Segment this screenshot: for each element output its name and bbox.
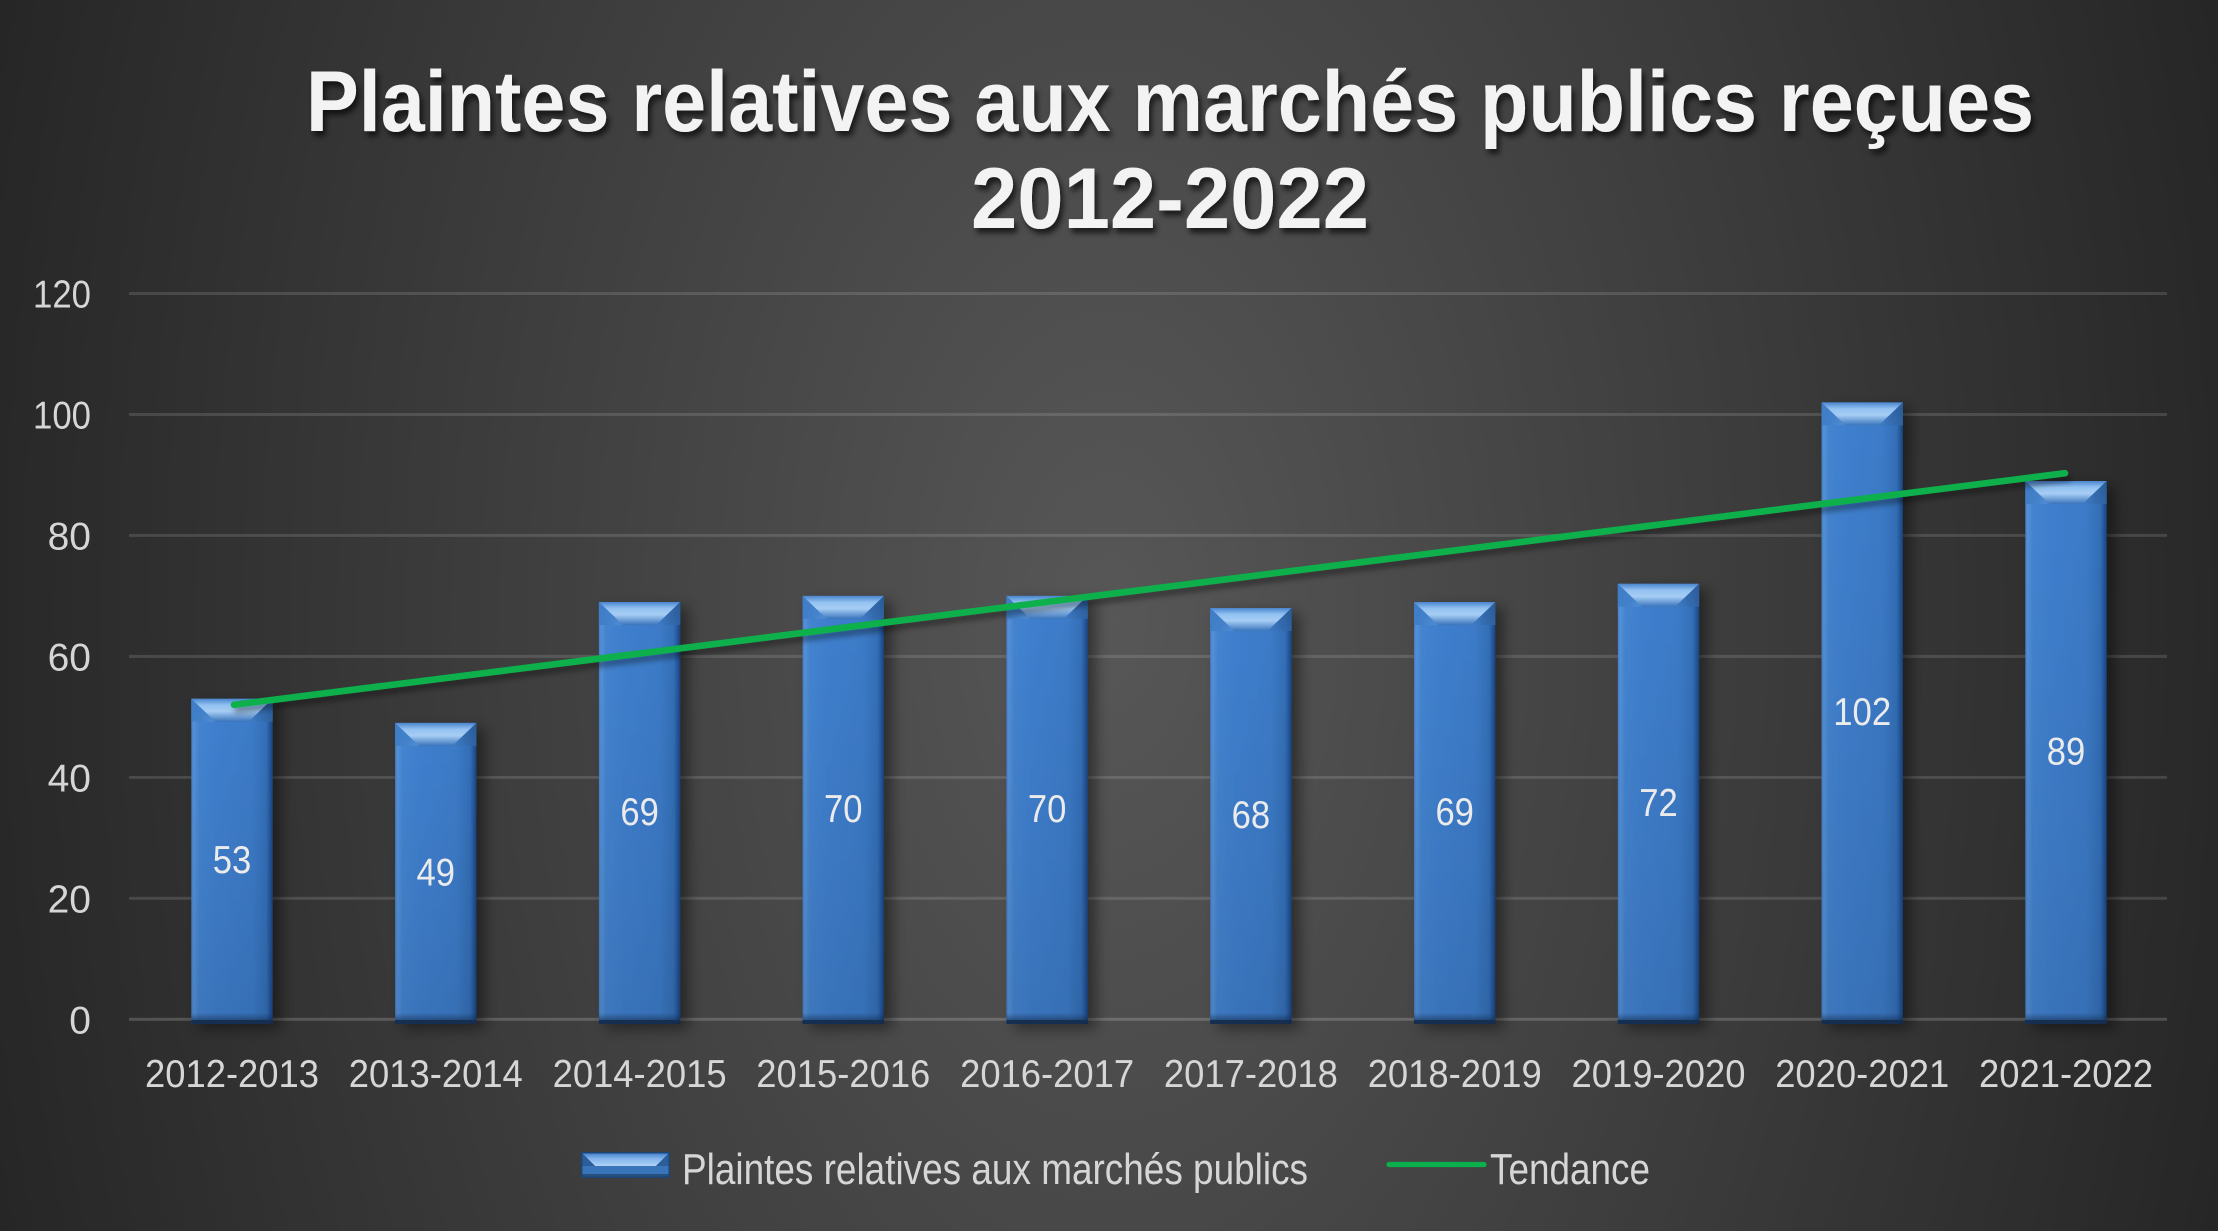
svg-text:Tendance: Tendance [1490,1145,1650,1194]
svg-text:Plaintes relatives aux marchés: Plaintes relatives aux marchés publics r… [306,54,2034,150]
svg-text:2019-2020: 2019-2020 [1572,1053,1746,1096]
svg-text:2012-2022: 2012-2022 [971,151,1369,247]
svg-text:49: 49 [417,851,456,894]
svg-text:100: 100 [33,395,91,438]
svg-text:2015-2016: 2015-2016 [756,1053,930,1096]
svg-text:2012-2013: 2012-2013 [145,1053,319,1096]
svg-text:2017-2018: 2017-2018 [1164,1053,1338,1096]
svg-text:120: 120 [33,274,91,317]
svg-text:69: 69 [1435,791,1474,834]
svg-text:0: 0 [69,1000,91,1043]
svg-text:40: 40 [48,758,91,801]
svg-text:53: 53 [213,839,252,882]
svg-text:2021-2022: 2021-2022 [1979,1053,2153,1096]
svg-text:2020-2021: 2020-2021 [1775,1053,1949,1096]
svg-text:89: 89 [2047,730,2086,773]
svg-text:68: 68 [1232,794,1271,837]
svg-text:2016-2017: 2016-2017 [960,1053,1134,1096]
svg-text:72: 72 [1639,782,1678,825]
svg-text:2014-2015: 2014-2015 [553,1053,727,1096]
svg-text:20: 20 [48,879,91,922]
svg-text:69: 69 [620,791,659,834]
svg-text:Plaintes relatives aux marchés: Plaintes relatives aux marchés publics [682,1145,1308,1194]
svg-text:60: 60 [48,637,91,680]
svg-text:70: 70 [824,788,863,831]
svg-text:70: 70 [1028,788,1067,831]
svg-text:2018-2019: 2018-2019 [1368,1053,1542,1096]
svg-text:2013-2014: 2013-2014 [349,1053,523,1096]
svg-text:102: 102 [1833,691,1891,734]
svg-text:80: 80 [48,516,91,559]
